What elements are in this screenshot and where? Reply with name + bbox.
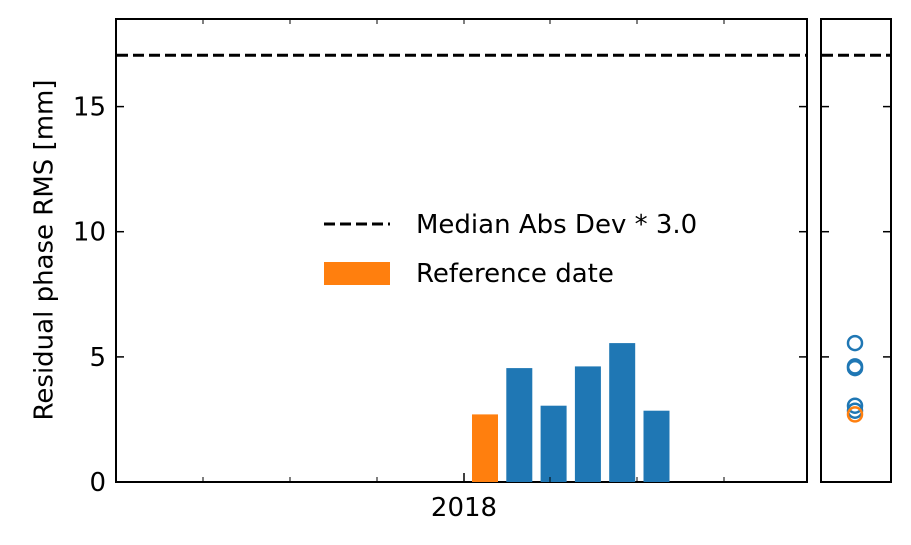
legend: Median Abs Dev * 3.0 Reference date <box>324 210 697 289</box>
data-bar <box>574 366 601 482</box>
y-tick-label: 15 <box>73 93 106 123</box>
legend-reference-label: Reference date <box>416 259 614 289</box>
data-bar <box>540 405 567 482</box>
data-bar <box>609 343 636 482</box>
bar-group <box>472 343 670 482</box>
y-tick-label: 5 <box>89 343 106 373</box>
y-tick-label: 0 <box>89 468 106 498</box>
side-scatter-group <box>846 334 864 423</box>
legend-threshold-label: Median Abs Dev * 3.0 <box>416 210 697 240</box>
main-plot-frame <box>115 18 808 483</box>
scatter-point <box>846 359 864 377</box>
y-axis-title: Residual phase RMS [mm] <box>30 80 60 421</box>
reference-bar <box>472 414 498 482</box>
scatter-point <box>846 406 864 423</box>
y-tick-label: 10 <box>73 218 106 248</box>
side-plot-frame <box>820 18 892 483</box>
legend-reference-swatch <box>324 262 390 285</box>
data-bar <box>643 410 670 482</box>
data-bar <box>506 368 533 482</box>
scatter-point <box>846 397 864 414</box>
x-tick-label: 2018 <box>431 493 497 523</box>
y-axis-ticks: 0 5 10 15 <box>73 93 891 498</box>
x-axis-ticks: 2018 <box>202 19 725 523</box>
scatter-point <box>846 334 864 352</box>
